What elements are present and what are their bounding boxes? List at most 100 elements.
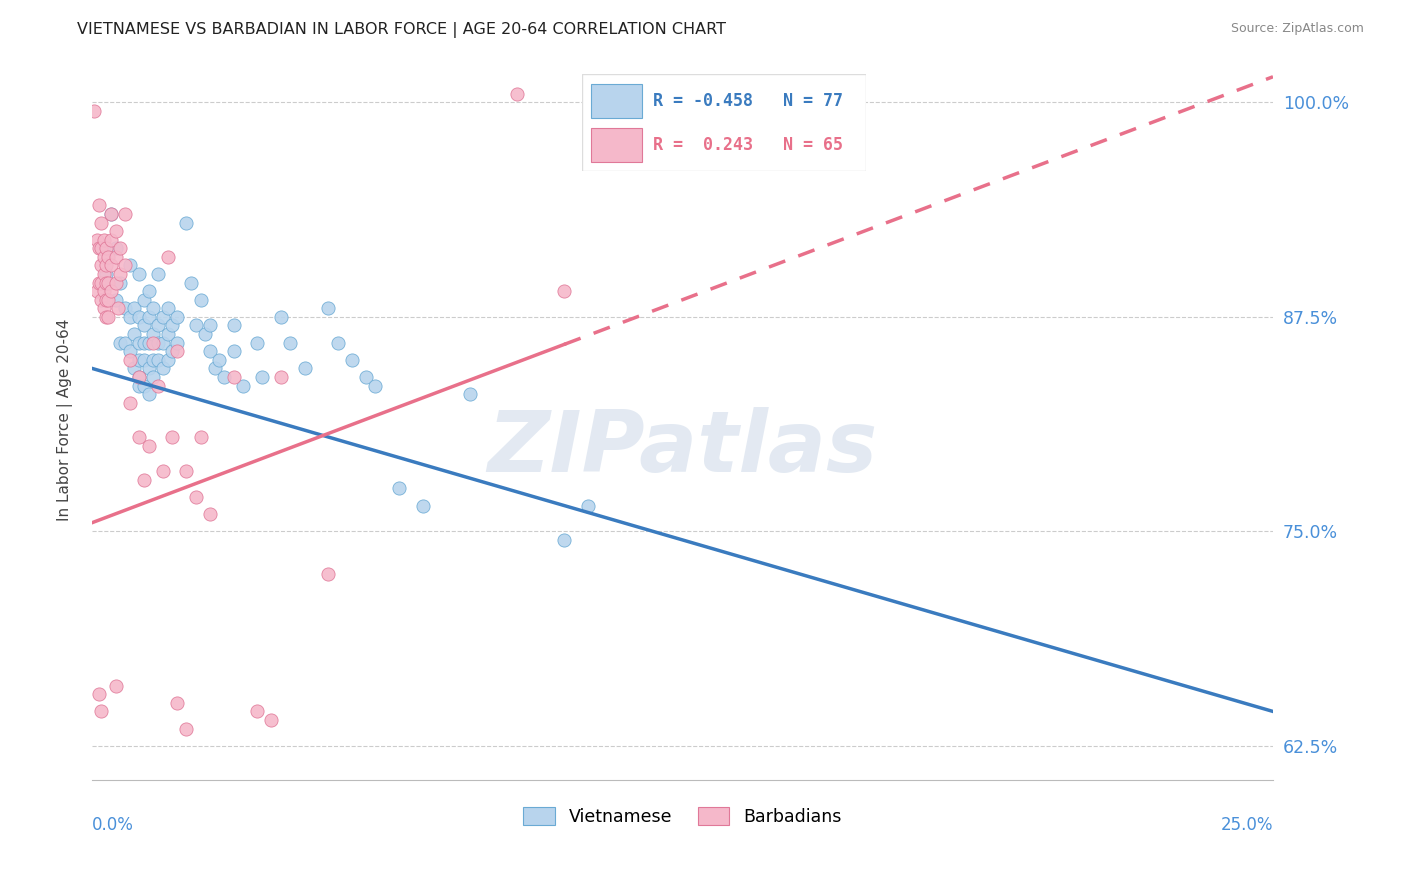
Point xyxy=(94,267,117,281)
Point xyxy=(138,387,160,401)
Point xyxy=(104,679,127,693)
Point xyxy=(110,335,132,350)
Point xyxy=(104,224,127,238)
Point xyxy=(94,293,117,307)
Point xyxy=(118,259,141,273)
Point xyxy=(553,284,575,298)
Point xyxy=(138,335,160,350)
Text: 0.0%: 0.0% xyxy=(91,816,134,834)
Point xyxy=(176,216,198,230)
Point xyxy=(97,310,120,324)
Point xyxy=(110,276,132,290)
Point xyxy=(152,310,174,324)
Point xyxy=(270,310,292,324)
Point xyxy=(146,378,169,392)
Point xyxy=(250,370,273,384)
Point xyxy=(364,378,387,392)
Point xyxy=(576,499,599,513)
Point xyxy=(114,301,136,316)
Point xyxy=(128,352,150,367)
Point xyxy=(124,361,146,376)
Legend: Vietnamese, Barbadians: Vietnamese, Barbadians xyxy=(516,800,848,832)
Point xyxy=(184,490,207,504)
Point xyxy=(142,352,165,367)
Point xyxy=(128,267,150,281)
Point xyxy=(152,335,174,350)
Point xyxy=(138,439,160,453)
Point xyxy=(97,250,120,264)
Point xyxy=(152,464,174,478)
Y-axis label: In Labor Force | Age 20-64: In Labor Force | Age 20-64 xyxy=(58,318,73,521)
Point xyxy=(90,259,112,273)
Point xyxy=(156,327,179,342)
Point xyxy=(118,395,141,409)
Point xyxy=(190,293,212,307)
Point xyxy=(166,310,188,324)
Point xyxy=(142,327,165,342)
Text: ZIPatlas: ZIPatlas xyxy=(488,407,877,490)
Point xyxy=(97,293,120,307)
Point xyxy=(198,507,221,521)
Point xyxy=(104,293,127,307)
Point xyxy=(162,430,184,444)
Point xyxy=(114,207,136,221)
Point xyxy=(100,284,122,298)
Point xyxy=(100,259,122,273)
Point xyxy=(232,378,254,392)
Point xyxy=(142,335,165,350)
Point xyxy=(118,352,141,367)
Point xyxy=(194,327,217,342)
Point xyxy=(90,705,112,719)
Point xyxy=(162,344,184,359)
Point xyxy=(100,233,122,247)
Point xyxy=(340,352,363,367)
Point xyxy=(180,276,202,290)
Point xyxy=(326,335,349,350)
Point xyxy=(128,370,150,384)
Point xyxy=(146,318,169,333)
Point xyxy=(132,473,155,487)
Point xyxy=(166,696,188,710)
Point xyxy=(190,430,212,444)
Point xyxy=(93,267,115,281)
Point xyxy=(97,276,120,290)
Point xyxy=(198,318,221,333)
Point xyxy=(270,370,292,384)
Point xyxy=(90,241,112,255)
Point xyxy=(204,361,226,376)
Point xyxy=(94,241,117,255)
Point xyxy=(198,344,221,359)
Point xyxy=(93,250,115,264)
Point xyxy=(176,464,198,478)
Point xyxy=(553,533,575,547)
Text: Source: ZipAtlas.com: Source: ZipAtlas.com xyxy=(1230,22,1364,36)
Point xyxy=(93,284,115,298)
Point xyxy=(152,361,174,376)
Point xyxy=(146,352,169,367)
Point xyxy=(124,327,146,342)
Point xyxy=(222,318,245,333)
Point xyxy=(114,335,136,350)
Point xyxy=(90,276,112,290)
Point xyxy=(132,378,155,392)
Point xyxy=(128,430,150,444)
Point xyxy=(156,301,179,316)
Point xyxy=(246,705,269,719)
Point xyxy=(124,301,146,316)
Point xyxy=(94,310,117,324)
Point xyxy=(280,335,302,350)
Point xyxy=(87,276,110,290)
Point xyxy=(94,259,117,273)
Point xyxy=(132,352,155,367)
Point xyxy=(388,482,411,496)
Point xyxy=(138,361,160,376)
Point xyxy=(87,241,110,255)
Point xyxy=(107,301,129,316)
Point xyxy=(90,241,112,255)
Point xyxy=(316,567,339,582)
Point xyxy=(208,352,231,367)
Point xyxy=(142,301,165,316)
Text: VIETNAMESE VS BARBADIAN IN LABOR FORCE | AGE 20-64 CORRELATION CHART: VIETNAMESE VS BARBADIAN IN LABOR FORCE |… xyxy=(77,22,727,38)
Point xyxy=(142,370,165,384)
Point xyxy=(128,378,150,392)
